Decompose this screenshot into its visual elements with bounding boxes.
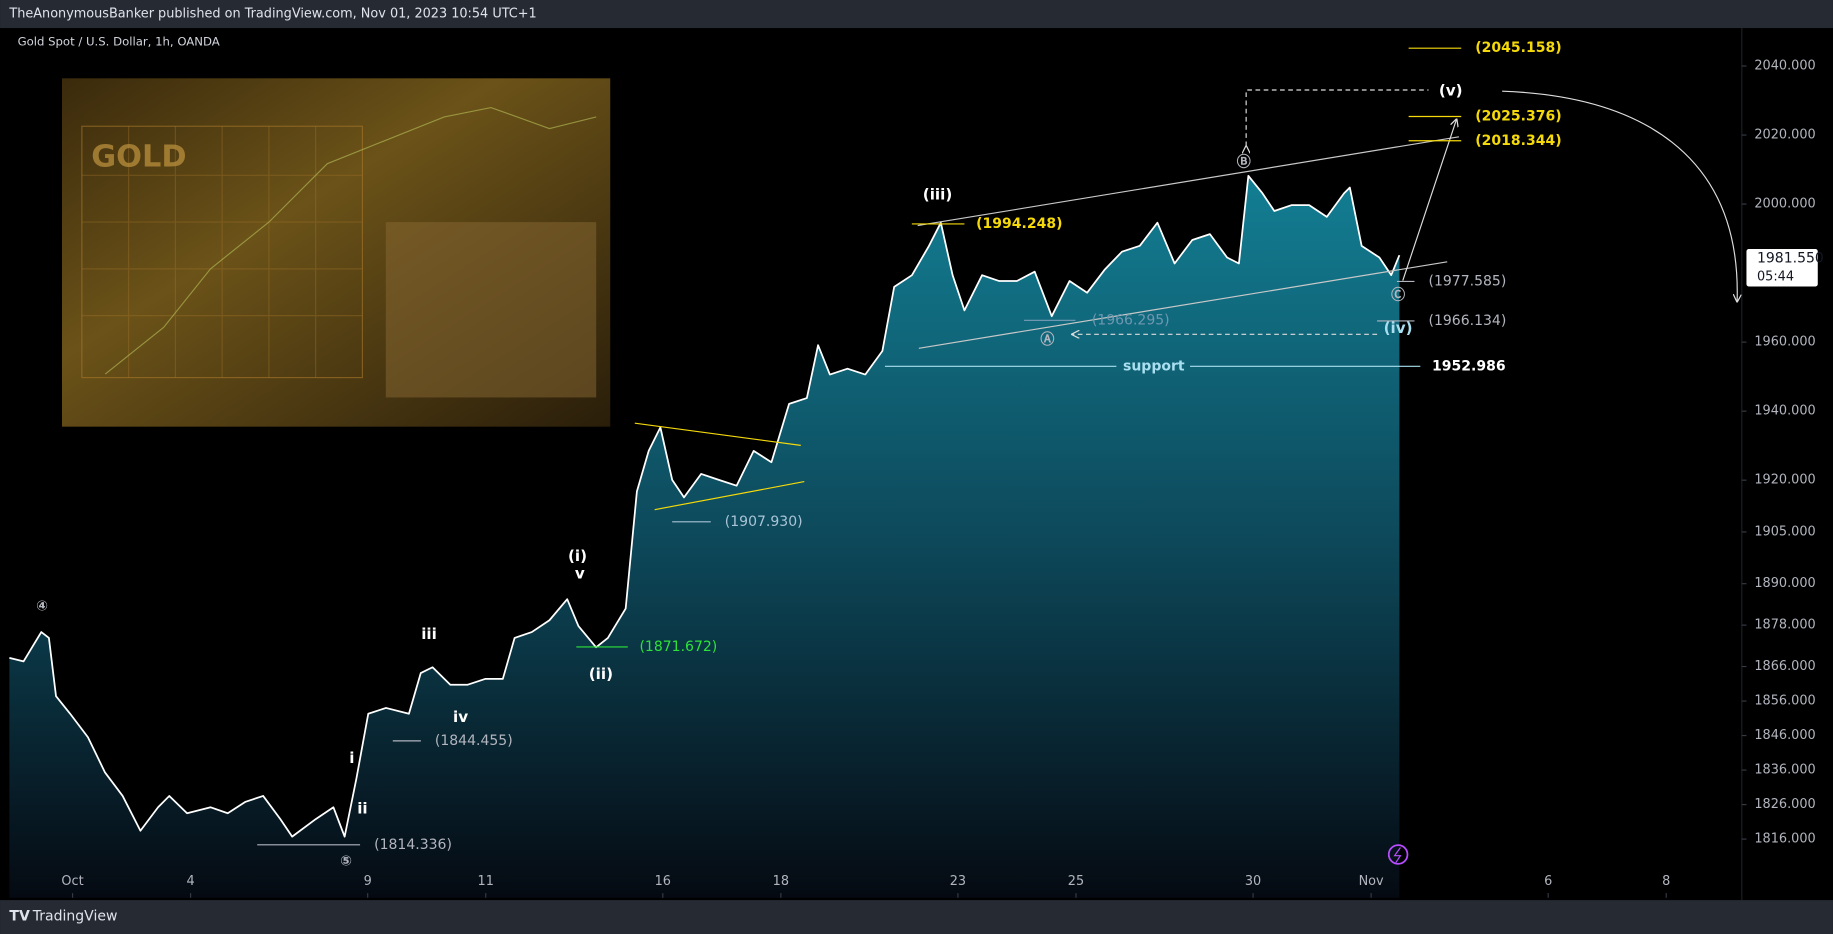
y-tick-label: 1960.000 [1754, 335, 1815, 350]
level-label: (1977.585) [1429, 273, 1507, 289]
x-tick-label: 25 [1068, 874, 1084, 889]
area [9, 175, 1400, 898]
annotations [634, 89, 1737, 865]
wave-label: Ⓑ [1237, 153, 1251, 170]
trendline [634, 422, 801, 446]
y-tick-label: 1826.000 [1754, 797, 1815, 812]
y-tick-label: 2000.000 [1754, 197, 1815, 212]
bottom-bar [0, 900, 1833, 934]
arrow [1402, 119, 1457, 281]
x-tick-label: 4 [187, 874, 195, 889]
x-tick-label: Nov [1359, 874, 1384, 889]
wave-label: v [575, 564, 585, 582]
level-label: (1871.672) [639, 639, 717, 655]
trendline [917, 136, 1459, 227]
wave-label: Ⓐ [1040, 331, 1054, 348]
y-tick-label: 1846.000 [1754, 728, 1815, 743]
trendline [918, 261, 1448, 349]
y-tick-label: 1856.000 [1754, 694, 1815, 709]
level-label: (2018.344) [1475, 133, 1561, 149]
wave-label: (iii) [923, 186, 953, 204]
level-label: (1994.248) [976, 216, 1062, 232]
header: TheAnonymousBanker published on TradingV… [8, 7, 536, 22]
inset-text: GOLD [91, 139, 186, 174]
inset-bars [385, 222, 597, 398]
x-tick-label: 6 [1544, 874, 1552, 889]
inset-image: GOLD [61, 78, 611, 427]
wave-label: (i) [568, 547, 587, 565]
y-tick-label: 1866.000 [1754, 659, 1815, 674]
wave-label: ④ [36, 599, 48, 615]
top-bar [0, 0, 1833, 29]
x-tick-label: 30 [1245, 874, 1261, 889]
footer: TradingView [32, 908, 118, 924]
countdown: 05:44 [1757, 270, 1794, 285]
logo: TV [9, 908, 30, 924]
level-label: 1952.986 [1432, 358, 1506, 374]
level-label: (1966.295) [1092, 312, 1170, 328]
x-tick-label: 11 [478, 874, 494, 889]
y-tick-label: 1878.000 [1754, 618, 1815, 633]
y-tick-label: 2020.000 [1754, 128, 1815, 143]
wave-label: (iv) [1384, 319, 1413, 337]
x-tick-label: 18 [773, 874, 789, 889]
x-tick-label: Oct [61, 874, 83, 889]
level-label: (1814.336) [374, 837, 452, 853]
x-tick-label: 23 [950, 874, 966, 889]
y-tick-label: 1905.000 [1754, 524, 1815, 539]
x-tick-label: 16 [655, 874, 671, 889]
event-icon[interactable] [1387, 844, 1409, 865]
wave-label: ⑤ [340, 854, 352, 870]
y-tick-label: 1816.000 [1754, 832, 1815, 847]
wave-label: iv [453, 708, 468, 726]
wave-label: ii [357, 799, 367, 817]
y-tick-label: 1940.000 [1754, 404, 1815, 419]
wave-label: (v) [1439, 82, 1463, 100]
event-icon-bolt [1393, 847, 1402, 864]
wave-label: (ii) [589, 665, 613, 683]
wave-label: Ⓒ [1391, 287, 1405, 304]
inset-grid-lines [81, 126, 363, 378]
chart-title: Gold Spot / U.S. Dollar, 1h, OANDA [18, 35, 220, 49]
dashed-arrow [1246, 89, 1429, 146]
wave-label: i [349, 749, 354, 767]
line [9, 174, 1401, 838]
inset-grid [81, 125, 363, 379]
y-tick-label: 1920.000 [1754, 473, 1815, 488]
y-tick-label: 2040.000 [1754, 59, 1815, 74]
plot [9, 174, 1401, 898]
level-label: (1966.134) [1429, 313, 1507, 329]
curved-arrow [1502, 90, 1737, 301]
x-tick-label: 9 [364, 874, 372, 889]
trendline [654, 481, 805, 511]
inset-curve [104, 106, 597, 375]
wave-label: iii [421, 625, 437, 643]
level-label: (1907.930) [725, 514, 803, 530]
y-tick-label: 1836.000 [1754, 763, 1815, 778]
level-label: (2025.376) [1475, 108, 1561, 124]
level-label: (1844.455) [435, 733, 513, 749]
last-price-tag [1746, 249, 1818, 287]
y-tick-label: 1890.000 [1754, 576, 1815, 591]
last-price-label: 1981.550 [1757, 250, 1824, 266]
support-label: support [1123, 358, 1185, 374]
x-tick-label: 8 [1662, 874, 1670, 889]
level-label: (2045.158) [1475, 40, 1561, 56]
